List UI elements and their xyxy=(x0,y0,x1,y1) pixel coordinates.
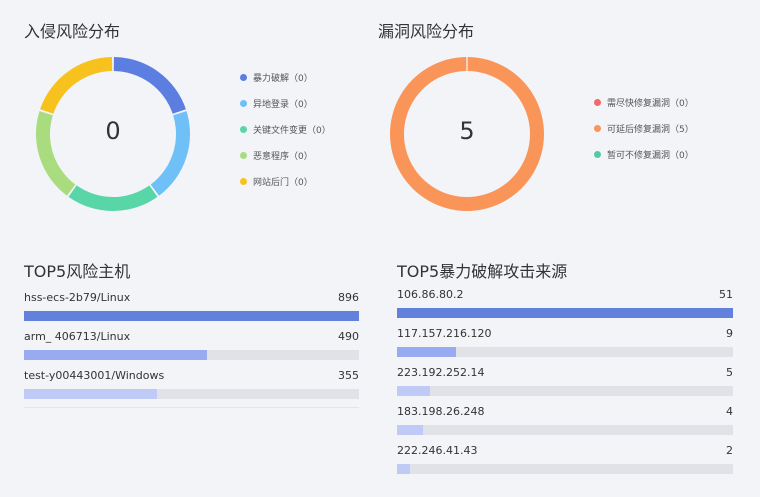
source-bar-fill xyxy=(397,308,733,318)
vuln-legend-label: 需尽快修复漏洞（0） xyxy=(607,98,694,109)
source-name: 183.198.26.248 xyxy=(397,405,485,418)
host-name: hss-ecs-2b79/Linux xyxy=(24,291,131,304)
legend-dot-icon xyxy=(240,73,247,81)
host-bar-fill xyxy=(24,350,208,360)
vuln-total: 5 xyxy=(459,117,475,145)
source-row[interactable]: 117.157.216.120 9 xyxy=(397,326,733,365)
legend-dot-icon xyxy=(594,124,601,132)
intrusion-legend-item[interactable]: 暴力破解（0） xyxy=(240,64,331,90)
host-name: test-y00443001/Windows xyxy=(24,369,165,382)
intrusion-legend-item[interactable]: 恶意程序（0） xyxy=(240,142,331,168)
source-row[interactable]: 223.192.252.14 5 xyxy=(397,365,733,404)
intrusion-slice-0[interactable] xyxy=(113,57,186,114)
legend-dot-icon xyxy=(240,125,247,133)
legend-dot-icon xyxy=(240,177,247,185)
host-row[interactable]: test-y00443001/Windows 355 xyxy=(24,368,359,407)
intrusion-title: 入侵风险分布 xyxy=(24,22,121,41)
top-sources-title: TOP5暴力破解攻击来源 xyxy=(397,262,568,281)
vuln-legend: 需尽快修复漏洞（0） 可延后修复漏洞（5） 暂可不修复漏洞（0） xyxy=(594,89,694,167)
source-name: 222.246.41.43 xyxy=(397,444,478,457)
intrusion-donut-chart xyxy=(35,57,190,211)
vuln-legend-label: 暂可不修复漏洞（0） xyxy=(607,150,694,161)
intrusion-slice-1[interactable] xyxy=(150,111,190,196)
source-name: 223.192.252.14 xyxy=(397,366,485,379)
top-hosts-list: hss-ecs-2b79/Linux 896 arm_ 406713/Linux 49… xyxy=(24,290,359,407)
intrusion-slice-4[interactable] xyxy=(40,57,113,114)
source-bar-fill xyxy=(397,386,430,396)
intrusion-slice-2[interactable] xyxy=(68,185,158,211)
host-value: 896 xyxy=(338,291,359,304)
source-bar-fill xyxy=(397,464,411,474)
host-value: 355 xyxy=(338,369,359,382)
host-row[interactable]: hss-ecs-2b79/Linux 896 xyxy=(24,290,359,329)
intrusion-legend-item[interactable]: 网站后门（0） xyxy=(240,168,331,194)
intrusion-legend-label: 恶意程序（0） xyxy=(253,151,313,162)
top-hosts-title: TOP5风险主机 xyxy=(24,262,131,281)
source-value: 2 xyxy=(726,444,733,457)
host-bar-track xyxy=(24,389,359,399)
source-value: 4 xyxy=(726,405,733,418)
host-bar-fill xyxy=(24,311,359,321)
intrusion-legend-item[interactable]: 异地登录（0） xyxy=(240,90,331,116)
host-bar-track xyxy=(24,350,359,360)
vuln-legend-item[interactable]: 需尽快修复漏洞（0） xyxy=(594,89,694,115)
source-bar-fill xyxy=(397,425,424,435)
host-value: 490 xyxy=(338,330,359,343)
intrusion-legend-label: 关键文件变更（0） xyxy=(253,125,331,136)
intrusion-legend-label: 网站后门（0） xyxy=(253,177,313,188)
host-row[interactable]: arm_ 406713/Linux 490 xyxy=(24,329,359,368)
vuln-legend-item[interactable]: 可延后修复漏洞（5） xyxy=(594,115,694,141)
intrusion-legend-item[interactable]: 关键文件变更（0） xyxy=(240,116,331,142)
vuln-title: 漏洞风险分布 xyxy=(378,22,475,41)
source-name: 106.86.80.2 xyxy=(397,288,464,301)
source-bar-track xyxy=(397,386,733,396)
intrusion-slice-3[interactable] xyxy=(35,111,76,196)
source-value: 5 xyxy=(726,366,733,379)
source-bar-track xyxy=(397,425,733,435)
source-row[interactable]: 106.86.80.2 51 xyxy=(397,287,733,326)
legend-dot-icon xyxy=(240,151,247,159)
legend-dot-icon xyxy=(594,150,601,158)
intrusion-total: 0 xyxy=(105,117,121,145)
host-name: arm_ 406713/Linux xyxy=(24,330,131,343)
vuln-legend-label: 可延后修复漏洞（5） xyxy=(607,124,694,135)
intrusion-legend: 暴力破解（0） 异地登录（0） 关键文件变更（0） 恶意程序（0） 网站后门（0） xyxy=(240,64,331,194)
source-bar-fill xyxy=(397,347,457,357)
source-name: 117.157.216.120 xyxy=(397,327,492,340)
host-bar-track xyxy=(24,311,359,321)
source-value: 51 xyxy=(719,288,733,301)
source-row[interactable]: 222.246.41.43 2 xyxy=(397,443,733,482)
top-hosts-divider xyxy=(24,407,359,408)
intrusion-legend-label: 暴力破解（0） xyxy=(253,73,313,84)
intrusion-legend-label: 异地登录（0） xyxy=(253,99,313,110)
vuln-legend-item[interactable]: 暂可不修复漏洞（0） xyxy=(594,141,694,167)
source-bar-track xyxy=(397,308,733,318)
host-bar-fill xyxy=(24,389,157,399)
source-row[interactable]: 183.198.26.248 4 xyxy=(397,404,733,443)
legend-dot-icon xyxy=(240,99,247,107)
legend-dot-icon xyxy=(594,98,601,106)
source-bar-track xyxy=(397,464,733,474)
source-value: 9 xyxy=(726,327,733,340)
top-sources-list: 106.86.80.2 51 117.157.216.120 9 223.192.252… xyxy=(397,287,733,482)
source-bar-track xyxy=(397,347,733,357)
